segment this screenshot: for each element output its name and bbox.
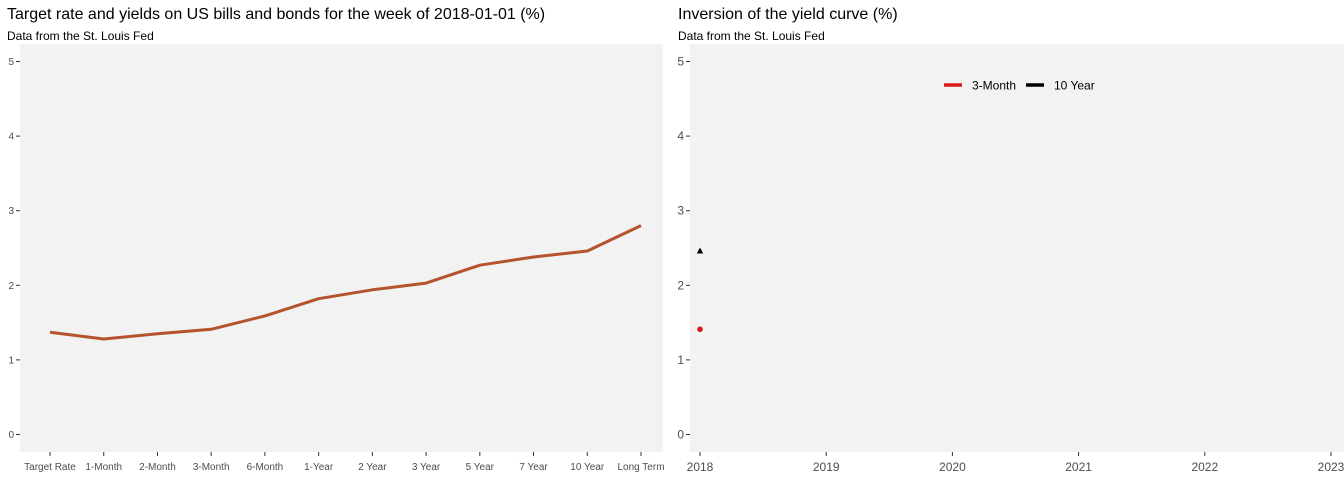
chart1-y-tick-label: 0 [8, 430, 14, 441]
chart2-x-tick-label: 2021 [1065, 460, 1092, 474]
chart1-x-tick-label: 2 Year [358, 462, 387, 473]
chart2-y-tick-label: 0 [677, 428, 684, 442]
chart2-x-tick-label: 2023 [1318, 460, 1344, 474]
chart2-x-tick-label: 2020 [939, 460, 966, 474]
chart2-point-1 [697, 326, 703, 333]
chart1-y-tick-label: 3 [8, 206, 14, 217]
chart1-x-tick-label: Target Rate [24, 462, 76, 473]
chart1-title: Target rate and yields on US bills and b… [7, 6, 546, 23]
chart2-x-tick-label: 2018 [687, 460, 714, 474]
chart1-y-tick-label: 4 [8, 132, 14, 143]
chart1-x-tick-label: 3 Year [412, 462, 441, 473]
chart2-y-tick-label: 5 [677, 55, 684, 69]
chart2-point-2 [696, 247, 704, 254]
chart1-x-tick-label: 5 Year [466, 462, 495, 473]
chart1-y-tick-label: 1 [8, 355, 14, 366]
chart1-x-tick-label: 6-Month [247, 462, 284, 473]
chart2-x-tick-label: 2022 [1191, 460, 1218, 474]
chart2-subtitle: Data from the St. Louis Fed [678, 29, 825, 43]
chart1-panel [20, 44, 663, 452]
chart1-x-tick-label: 7 Year [519, 462, 548, 473]
chart1-x-tick-label: 2-Month [139, 462, 176, 473]
chart1-x-tick-label: 1-Month [85, 462, 122, 473]
chart2-y-tick-label: 2 [677, 278, 684, 292]
chart2-y-tick-label: 1 [677, 353, 684, 367]
chart1-series-line [49, 224, 642, 341]
chart1-x-tick-label: 1-Year [304, 462, 334, 473]
chart1-y-tick-label: 2 [8, 281, 14, 292]
chart1-x-tick-label: 10 Year [570, 462, 605, 473]
chart2-panel [690, 44, 1344, 452]
chart1-subtitle: Data from the St. Louis Fed [7, 29, 154, 43]
chart2-y-tick-label: 3 [677, 204, 684, 218]
chart2-legend-label-2: 10 Year [1054, 79, 1095, 93]
chart2-y-tick-label: 4 [677, 129, 684, 143]
chart2-legend-label-1: 3-Month [972, 79, 1016, 93]
chart1-x-tick-label: Long Term [617, 462, 664, 473]
chart2-x-tick-label: 2019 [813, 460, 840, 474]
chart1-x-tick-label: 3-Month [193, 462, 230, 473]
chart1-y-tick-label: 5 [8, 57, 14, 68]
chart2-title: Inversion of the yield curve (%) [678, 6, 898, 23]
